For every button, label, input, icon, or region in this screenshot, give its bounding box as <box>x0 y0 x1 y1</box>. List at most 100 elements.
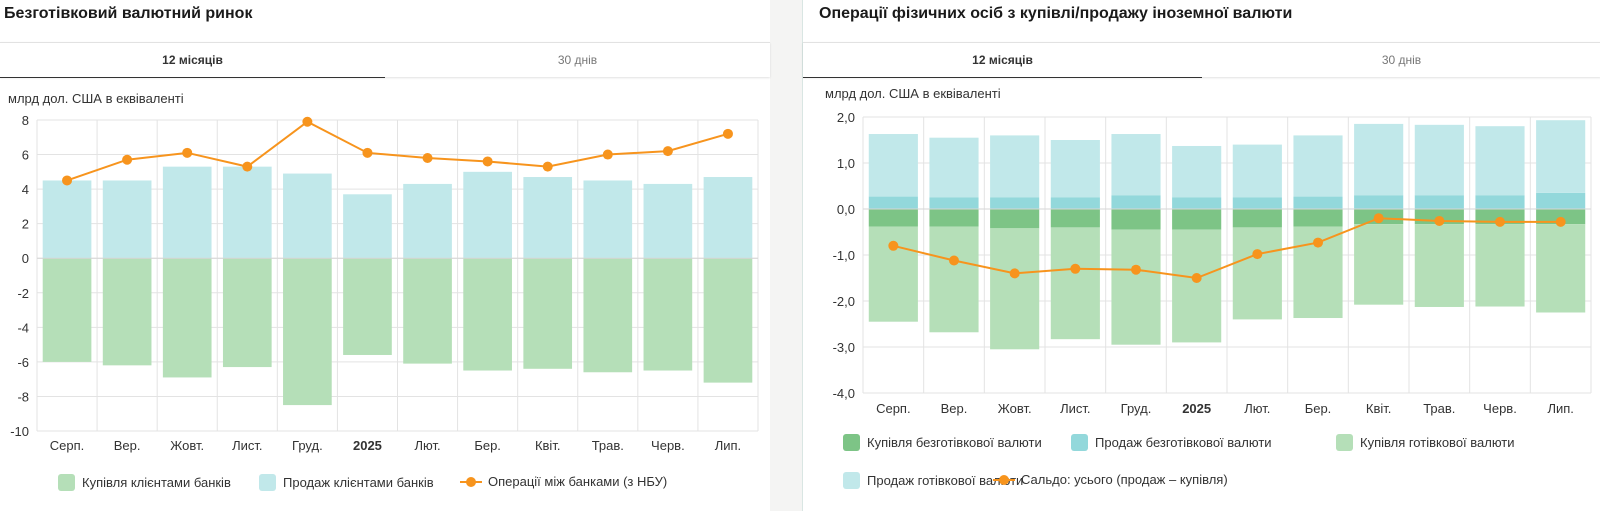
legend-swatch <box>843 472 860 489</box>
legend-item-cashless-sale[interactable]: Продаж безготівкової валюти <box>1071 434 1272 451</box>
legend-item-balance[interactable]: Сальдо: усього (продаж – купівля) <box>993 472 1228 487</box>
bar-купівля-готівкової-валюти <box>1475 224 1525 307</box>
x-tick-label: Лип. <box>1547 401 1573 416</box>
series-line <box>893 217 1561 280</box>
bar-продаж-готівкової-валюти <box>1232 144 1282 198</box>
bar-купівля-готівкової-валюти <box>990 228 1040 350</box>
bar-продаж-клієнтами-банків <box>463 171 512 259</box>
x-tick-label: Квіт. <box>535 438 561 453</box>
bar-продаж-клієнтами-банків <box>523 177 573 259</box>
line-point <box>422 153 433 164</box>
x-tick-label: Серп. <box>876 401 911 416</box>
bar-купівля-клієнтами-банків <box>703 258 753 383</box>
x-tick-label: Бер. <box>1305 401 1332 416</box>
bar-купівля-безготівкової-валюти <box>868 209 918 227</box>
bar-продаж-клієнтами-банків <box>703 177 753 259</box>
legend-label: Купівля клієнтами банків <box>82 475 231 490</box>
bar-купівля-готівкової-валюти <box>868 226 918 322</box>
x-tick-label: Лист. <box>232 438 262 453</box>
line-point <box>602 149 613 160</box>
bar-продаж-клієнтами-банків <box>643 183 693 259</box>
bar-продаж-безготівкової-валюти <box>1172 197 1222 209</box>
bar-купівля-клієнтами-банків <box>283 258 332 406</box>
tab-12-months[interactable]: 12 місяців <box>0 43 385 78</box>
bar-купівля-клієнтами-банків <box>583 258 633 373</box>
bar-купівля-готівкової-валюти <box>1111 229 1161 345</box>
line-marker-icon <box>993 473 1015 487</box>
bar-продаж-клієнтами-банків <box>42 180 92 259</box>
line-point <box>122 154 133 165</box>
bar-продаж-клієнтами-банків <box>222 166 272 259</box>
legend-item-cashless-purchase[interactable]: Купівля безготівкової валюти <box>843 434 1042 451</box>
line-point <box>242 161 253 172</box>
bar-продаж-готівкової-валюти <box>868 134 918 197</box>
legend-label: Сальдо: усього (продаж – купівля) <box>1021 472 1228 487</box>
legend-item-sale[interactable]: Продаж клієнтами банків <box>259 474 434 491</box>
bar-продаж-клієнтами-банків <box>162 166 212 259</box>
bar-купівля-безготівкової-валюти <box>1475 209 1525 225</box>
x-tick-label: Лист. <box>1060 401 1090 416</box>
bar-продаж-безготівкової-валюти <box>1293 196 1343 209</box>
bar-продаж-готівкової-валюти <box>1354 123 1404 196</box>
bar-купівля-безготівкової-валюти <box>1050 209 1100 228</box>
x-tick-label: Черв. <box>651 438 685 453</box>
x-tick-label: Груд. <box>1121 401 1152 416</box>
y-tick-label: -2 <box>17 286 29 301</box>
bar-купівля-готівкової-валюти <box>1414 224 1464 307</box>
line-point <box>182 147 193 158</box>
y-tick-label: 4 <box>22 182 29 197</box>
bar-купівля-готівкової-валюти <box>1354 224 1404 305</box>
line-point <box>1191 273 1202 283</box>
bar-продаж-клієнтами-банків <box>583 180 633 259</box>
panel-title: Безготівковий валютний ринок <box>4 5 253 22</box>
legend-item-purchase[interactable]: Купівля клієнтами банків <box>58 474 231 491</box>
bar-купівля-безготівкової-валюти <box>1232 209 1282 228</box>
legend-swatch <box>843 434 860 451</box>
bar-продаж-безготівкової-валюти <box>1050 197 1100 209</box>
bar-купівля-клієнтами-банків <box>102 258 152 366</box>
legend-item-interbank[interactable]: Операції між банками (з НБУ) <box>460 474 667 489</box>
line-point <box>362 147 373 158</box>
bar-продаж-клієнтами-банків <box>403 183 452 259</box>
x-tick-label: Лип. <box>715 438 741 453</box>
tab-12-months[interactable]: 12 місяців <box>803 43 1202 78</box>
x-tick-label: Жовт. <box>998 401 1032 416</box>
bar-продаж-безготівкової-валюти <box>929 197 979 209</box>
y-tick-label: -4,0 <box>833 386 855 401</box>
y-tick-label: -2,0 <box>833 294 855 309</box>
y-tick-label: -8 <box>17 389 29 404</box>
bar-купівля-готівкової-валюти <box>1232 227 1282 320</box>
bar-продаж-безготівкової-валюти <box>868 196 918 209</box>
bar-купівля-клієнтами-банків <box>162 258 212 378</box>
bar-купівля-клієнтами-банків <box>222 258 272 368</box>
tab-30-days[interactable]: 30 днів <box>557 53 598 67</box>
x-tick-label: Серп. <box>50 438 85 453</box>
bar-продаж-готівкової-валюти <box>990 135 1040 198</box>
bar-продаж-готівкової-валюти <box>1414 124 1464 196</box>
legend-item-cash-sale[interactable]: Продаж готівкової валюти <box>843 472 1023 489</box>
bar-продаж-готівкової-валюти <box>1536 120 1586 193</box>
bar-продаж-безготівкової-валюти <box>1232 197 1282 209</box>
x-tick-label: Трав. <box>592 438 624 453</box>
x-tick-label: Груд. <box>292 438 323 453</box>
legend-label: Купівля готівкової валюти <box>1360 435 1515 450</box>
bar-продаж-готівкової-валюти <box>1111 134 1161 196</box>
x-tick-label: Жовт. <box>170 438 204 453</box>
y-tick-label: 6 <box>22 148 29 163</box>
tab-30-days[interactable]: 30 днів <box>1381 53 1422 67</box>
line-point <box>1313 237 1323 248</box>
bar-купівля-безготівкової-валюти <box>1536 209 1586 225</box>
legend-swatch <box>1336 434 1353 451</box>
bar-продаж-безготівкової-валюти <box>1111 195 1161 209</box>
series-line <box>66 120 729 182</box>
bar-купівля-готівкової-валюти <box>1172 229 1222 343</box>
legend-item-cash-purchase[interactable]: Купівля готівкової валюти <box>1336 434 1515 451</box>
bar-продаж-безготівкової-валюти <box>1536 192 1586 209</box>
y-tick-label: 0,0 <box>837 202 855 217</box>
bar-купівля-клієнтами-банків <box>343 258 392 355</box>
line-point <box>949 255 959 266</box>
bar-купівля-готівкової-валюти <box>1536 224 1586 313</box>
line-point <box>542 161 553 172</box>
bar-продаж-клієнтами-банків <box>102 180 152 259</box>
cashless-market-panel: Безготівковий валютний ринок 12 місяців … <box>0 0 770 511</box>
